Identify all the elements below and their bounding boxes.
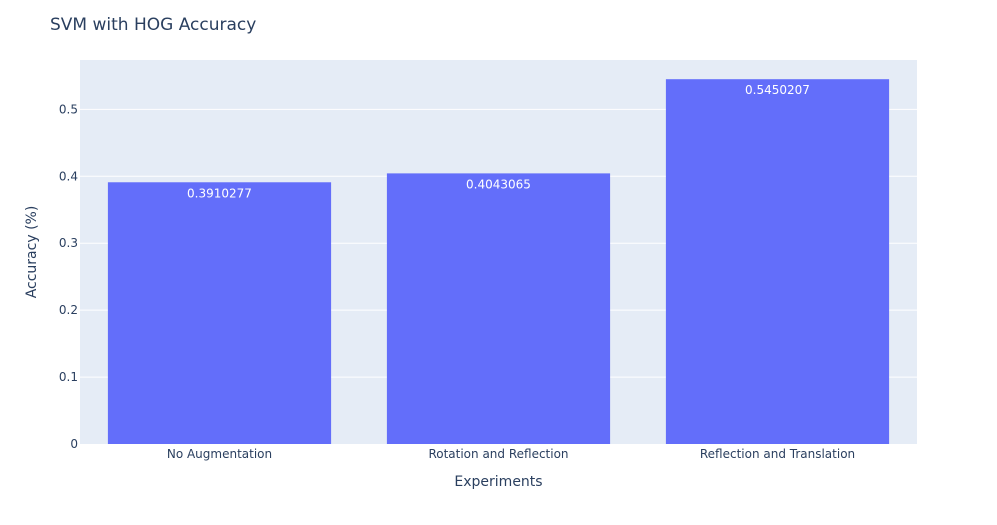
bar-value-label: 0.4043065 [466,177,531,191]
x-tick-label: No Augmentation [167,447,272,461]
x-axis-ticks: No Augmentation Rotation and Reflection Re… [167,447,855,461]
y-tick-label: 0.4 [59,169,78,183]
x-axis-title: Experiments [454,474,542,490]
y-tick-label: 0.5 [59,102,78,116]
bars [107,79,890,445]
bar-value-label: 0.5450207 [745,83,810,97]
bar [107,182,332,444]
bar-value-label: 0.3910277 [187,186,252,200]
y-tick-label: 0 [70,437,78,451]
x-tick-label: Rotation and Reflection [428,447,568,461]
data-labels: 0.3910277 0.4043065 0.5450207 [187,83,810,200]
x-tick-label: Reflection and Translation [700,447,855,461]
chart-title: SVM with HOG Accuracy [50,15,256,35]
bar [386,173,611,444]
bar [665,79,890,445]
y-axis-ticks: 0 0.1 0.2 0.3 0.4 0.5 [59,102,78,451]
y-axis-title: Accuracy (%) [24,206,40,299]
y-tick-label: 0.2 [59,303,78,317]
y-tick-label: 0.3 [59,236,78,250]
y-tick-label: 0.1 [59,370,78,384]
